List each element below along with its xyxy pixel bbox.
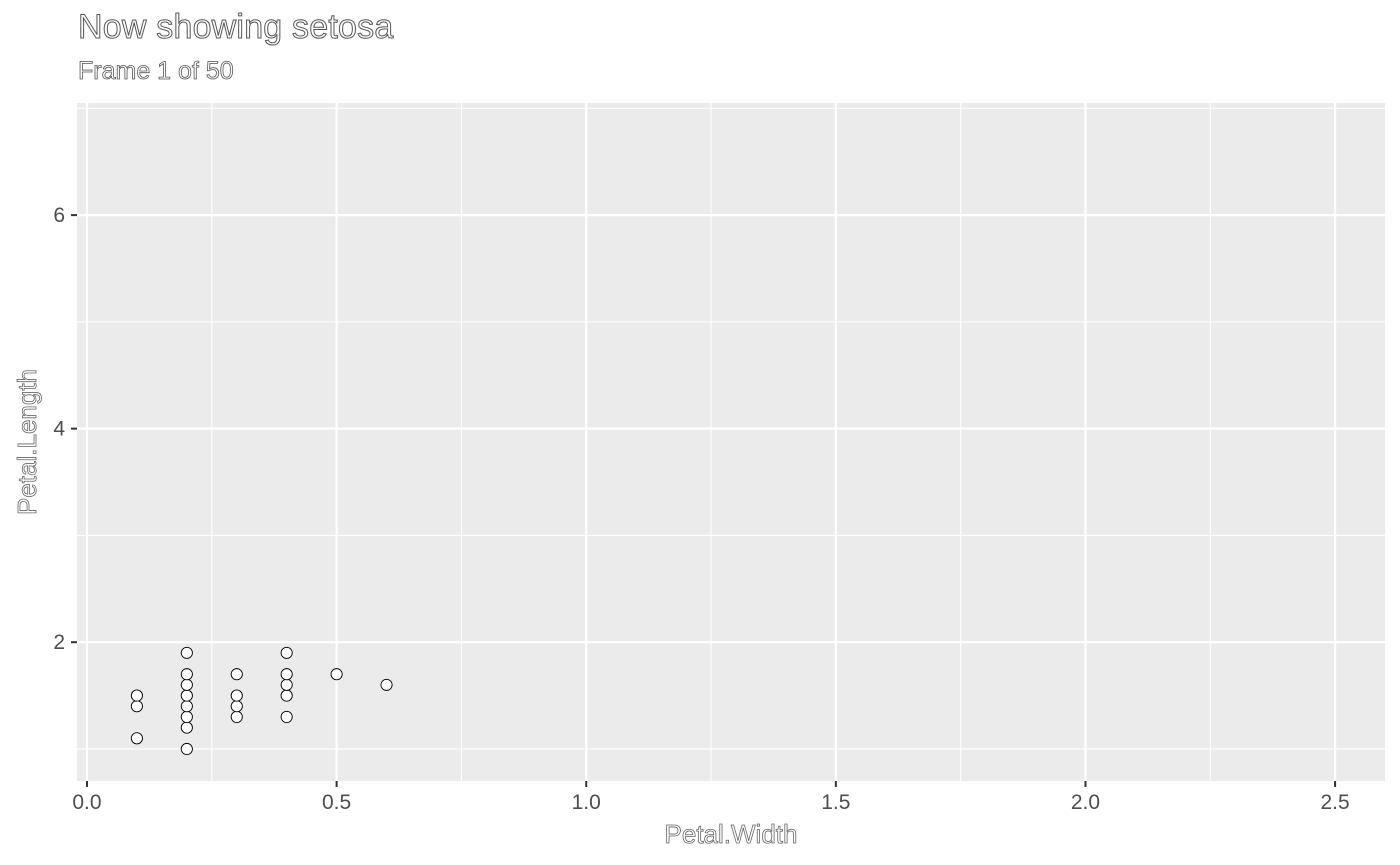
x-tick-label: 1.0 [572,791,601,814]
data-point [280,710,293,723]
x-tick-label: 2.0 [1071,791,1100,814]
y-tick-label: 4 [53,418,65,441]
data-point [230,700,243,713]
y-tick-label: 6 [53,204,65,227]
data-point [330,668,343,681]
data-point [230,689,243,702]
x-tick-label: 1.5 [821,791,850,814]
data-point [180,668,193,681]
data-point [180,710,193,723]
data-point [130,689,143,702]
data-point [180,721,193,734]
x-tick-label: 0.5 [322,791,351,814]
grid-major [77,103,1385,781]
data-point [130,732,143,745]
data-point [280,678,293,691]
data-point [180,700,193,713]
y-axis: 2 4 6 [53,204,77,654]
data-point [180,678,193,691]
data-point [130,700,143,713]
data-point [280,646,293,659]
data-point [280,668,293,681]
plot-panel [77,103,1385,781]
data-point [180,689,193,702]
data-point [380,678,393,691]
data-points [130,646,393,756]
x-tick-label: 0.0 [72,791,101,814]
data-point [180,742,193,756]
x-tick-label: 2.5 [1320,791,1349,814]
chart-subtitle: Frame 1 of 50 [78,57,234,86]
data-point [230,710,243,723]
x-axis: 0.0 0.5 1.0 1.5 2.0 2.5 [72,781,1350,814]
y-tick-label: 2 [53,631,65,654]
data-point [230,668,243,681]
data-point [280,689,293,702]
chart-title: Now showing setosa [77,8,394,47]
y-axis-title: Petal.Length [12,369,42,515]
data-point [180,646,193,659]
x-axis-title: Petal.Width [665,819,798,849]
